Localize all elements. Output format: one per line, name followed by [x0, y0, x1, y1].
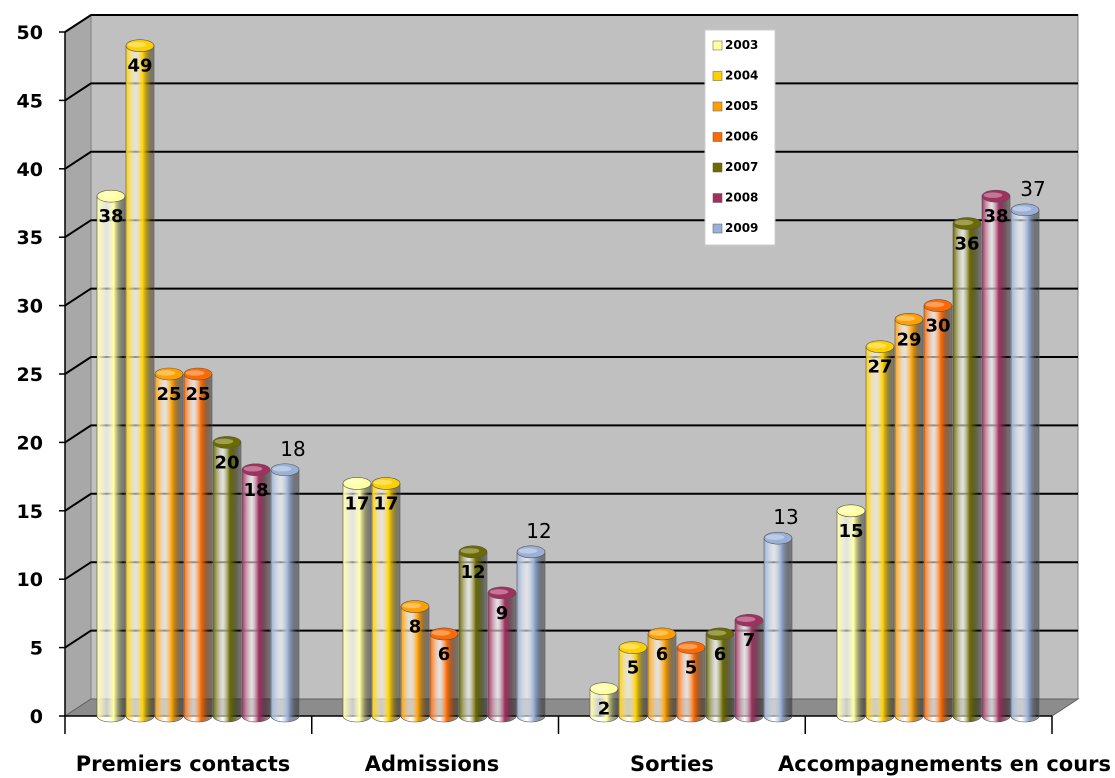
data-label: 5 [627, 658, 640, 679]
x-category-label: Admissions [365, 752, 499, 776]
bar-2005 [647, 627, 677, 723]
bar-2007 [212, 436, 242, 723]
y-tick-label: 50 [17, 22, 43, 44]
x-category-label: Sorties [630, 752, 714, 776]
legend: 2003 2004 2005 2006 2007 2008 2009 [704, 29, 776, 246]
data-label: 12 [460, 562, 485, 583]
y-tick-label: 30 [17, 296, 43, 318]
bar-2009 [516, 545, 546, 723]
bars [96, 39, 1040, 723]
data-label: 6 [438, 644, 451, 665]
data-label: 5 [685, 658, 698, 679]
bar-2008 [241, 463, 271, 723]
data-label: 12 [526, 519, 551, 543]
bar-2006 [923, 299, 953, 723]
legend-swatch [712, 162, 723, 173]
legend-label: 2006 [725, 130, 758, 144]
y-tick-label: 35 [17, 227, 43, 249]
legend-swatch [712, 223, 723, 234]
data-label: 37 [1020, 177, 1045, 201]
y-tick-label: 0 [30, 706, 43, 728]
bar-2009 [763, 531, 793, 723]
bar-2009 [1010, 203, 1040, 723]
data-label: 17 [344, 493, 369, 514]
bar-2007 [458, 545, 488, 723]
bar-2003 [589, 682, 619, 723]
gridlines [64, 14, 1078, 649]
bar-2006 [429, 627, 459, 723]
y-axis: 0 5 10 15 20 25 30 35 40 45 50 [17, 22, 66, 728]
data-label: 9 [496, 603, 509, 624]
gridline [64, 561, 1078, 581]
legend-label: 2003 [725, 38, 758, 52]
bar-2008 [734, 613, 764, 723]
bar-2004 [865, 340, 895, 723]
y-tick-label: 25 [17, 364, 43, 386]
x-category-label: Premiers contacts [76, 752, 291, 776]
legend-label: 2008 [725, 191, 758, 205]
gridline [64, 14, 1078, 33]
bar-2007 [952, 217, 982, 723]
y-tick-label: 40 [17, 159, 43, 181]
bar-2005 [894, 312, 924, 723]
gridline [64, 287, 1078, 307]
bar-2007 [705, 627, 735, 723]
data-label: 25 [185, 384, 210, 405]
data-label: 15 [838, 521, 863, 542]
legend-swatch [712, 40, 723, 51]
bar-2008 [981, 189, 1011, 723]
data-label: 20 [214, 452, 239, 473]
y-tick-label: 10 [17, 569, 43, 591]
data-label: 38 [983, 206, 1008, 227]
bar-2003 [96, 189, 126, 723]
data-label: 2 [598, 699, 611, 720]
data-label: 49 [127, 56, 152, 77]
y-tick-label: 15 [17, 501, 43, 523]
legend-swatch [712, 71, 723, 81]
gridline [64, 424, 1078, 444]
data-label: 8 [409, 617, 422, 638]
legend-swatch [712, 193, 723, 203]
y-tick-label: 5 [30, 638, 43, 660]
bar-2009 [270, 463, 300, 723]
data-label: 38 [98, 206, 123, 227]
bar-2006 [676, 641, 706, 723]
data-label: 17 [373, 493, 398, 514]
gridline [64, 356, 1078, 375]
legend-swatch [712, 132, 723, 142]
legend-label: 2004 [725, 69, 758, 83]
data-label: 18 [280, 437, 305, 461]
bar-2006 [183, 367, 213, 723]
x-axis: Premiers contacts Admissions Sorties Accomp… [64, 715, 1111, 776]
data-label: 18 [243, 480, 268, 501]
legend-label: 2007 [725, 160, 758, 174]
y-tick-label: 45 [17, 90, 43, 112]
bar-2005 [400, 600, 430, 723]
data-label: 7 [743, 630, 756, 651]
bar-2004 [618, 641, 648, 723]
data-label: 30 [925, 316, 950, 337]
bar-2004 [371, 477, 401, 723]
data-label: 6 [714, 644, 727, 665]
legend-label: 2009 [725, 221, 758, 235]
bar-2003 [342, 477, 372, 723]
bar-2005 [154, 367, 184, 723]
x-category-label: Accompagnements en cours [778, 752, 1111, 776]
data-label: 36 [954, 234, 979, 255]
bar-2004 [125, 39, 155, 723]
data-label: 29 [896, 329, 921, 350]
legend-swatch [712, 101, 723, 112]
data-label: 27 [867, 357, 892, 378]
legend-label: 2005 [725, 99, 758, 113]
data-label: 6 [656, 644, 669, 665]
bar-2003 [836, 504, 866, 723]
bar-2008 [487, 586, 517, 723]
gridline [64, 492, 1078, 512]
data-label: 13 [773, 505, 798, 529]
y-tick-label: 20 [17, 432, 43, 454]
data-label: 25 [156, 384, 181, 405]
